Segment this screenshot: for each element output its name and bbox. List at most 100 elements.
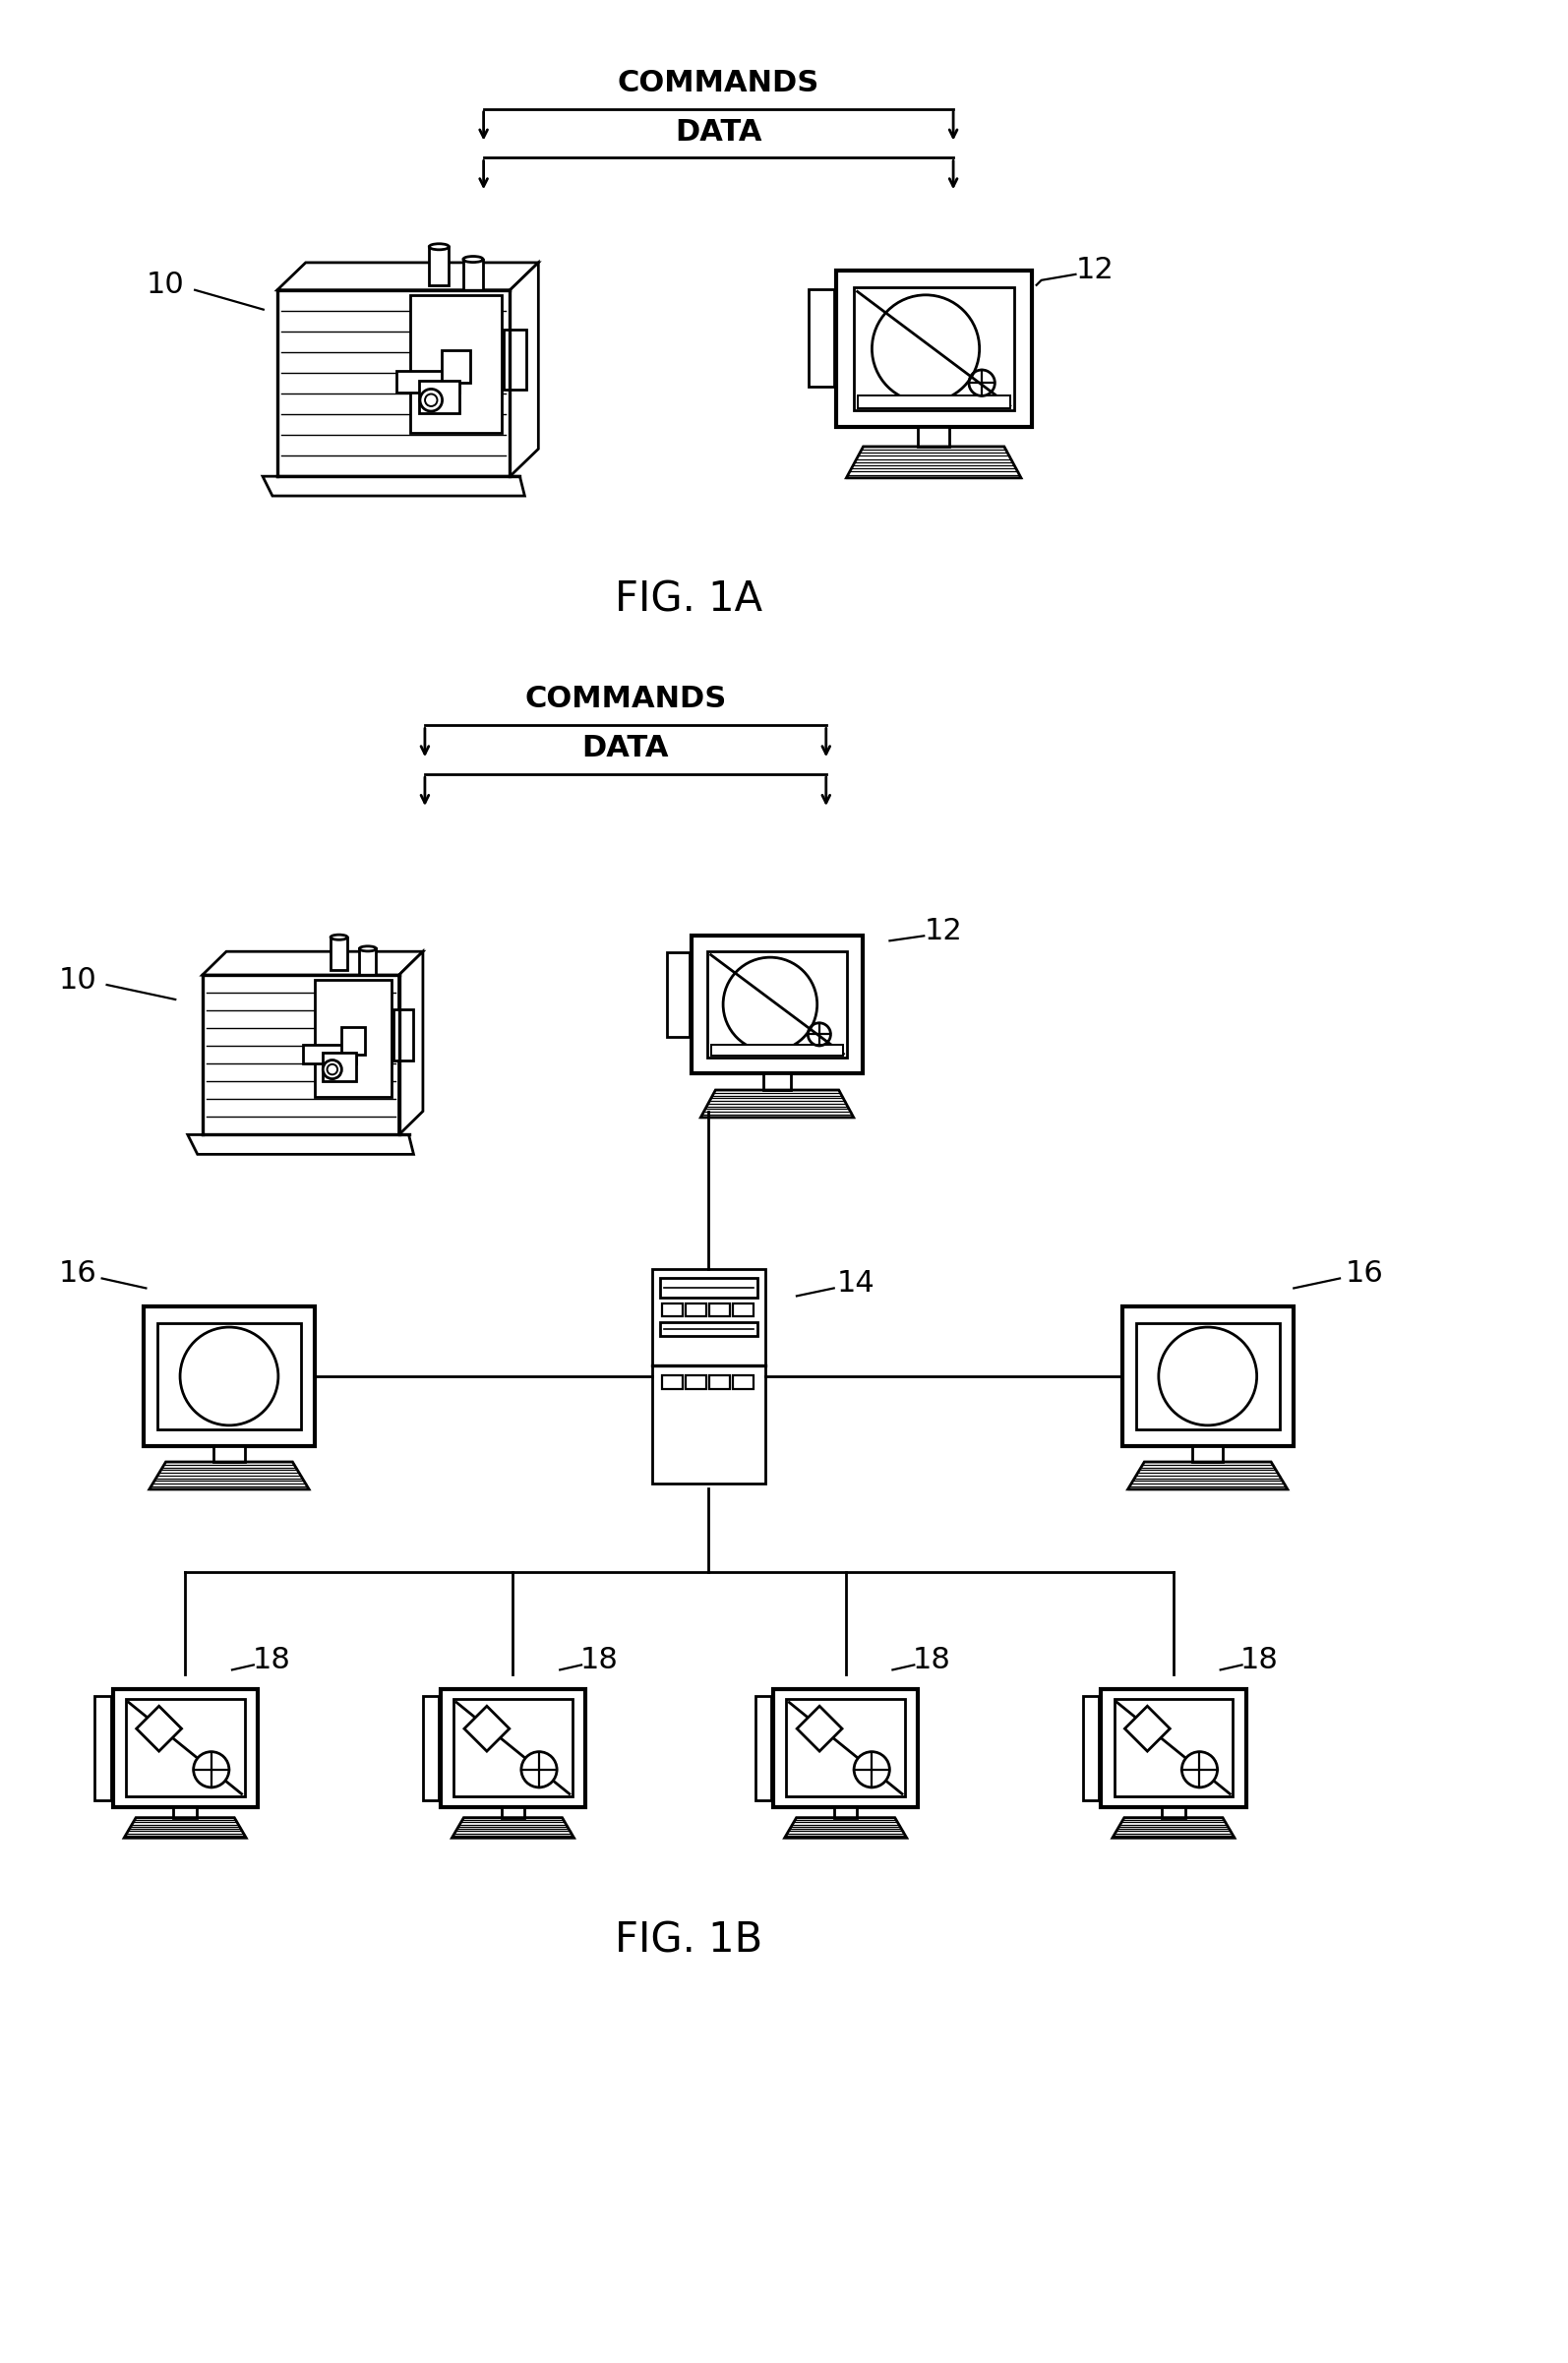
Bar bbox=[917, 428, 949, 447]
Text: 12: 12 bbox=[925, 917, 963, 945]
Bar bbox=[213, 1446, 245, 1463]
Polygon shape bbox=[136, 1706, 182, 1751]
Bar bbox=[662, 1375, 682, 1389]
Circle shape bbox=[1182, 1751, 1217, 1786]
Circle shape bbox=[420, 390, 442, 411]
Text: DATA: DATA bbox=[674, 118, 762, 147]
Circle shape bbox=[855, 1751, 889, 1786]
Bar bbox=[125, 1699, 245, 1796]
Bar bbox=[709, 1304, 731, 1316]
Bar bbox=[394, 1009, 412, 1061]
Bar bbox=[441, 1690, 585, 1808]
Polygon shape bbox=[398, 952, 423, 1134]
Text: COMMANDS: COMMANDS bbox=[525, 685, 726, 714]
Ellipse shape bbox=[430, 243, 448, 250]
Bar bbox=[764, 1073, 790, 1089]
Bar bbox=[331, 938, 348, 971]
Bar bbox=[691, 936, 862, 1073]
Text: DATA: DATA bbox=[582, 735, 670, 763]
Circle shape bbox=[180, 1328, 278, 1425]
Text: 16: 16 bbox=[1345, 1259, 1383, 1288]
Bar bbox=[502, 1808, 525, 1817]
Circle shape bbox=[193, 1751, 229, 1786]
Ellipse shape bbox=[331, 936, 348, 940]
Circle shape bbox=[521, 1751, 557, 1786]
Circle shape bbox=[425, 395, 437, 406]
Bar bbox=[94, 1697, 111, 1801]
Bar bbox=[853, 288, 1014, 409]
Bar bbox=[660, 1321, 757, 1335]
Bar bbox=[809, 288, 834, 385]
Polygon shape bbox=[188, 1134, 414, 1153]
Bar bbox=[652, 1366, 765, 1484]
Bar bbox=[1101, 1690, 1247, 1808]
Bar bbox=[442, 350, 470, 383]
Bar bbox=[773, 1690, 917, 1808]
Bar bbox=[834, 1808, 858, 1817]
Bar bbox=[685, 1304, 707, 1316]
Bar bbox=[303, 1044, 356, 1063]
Bar bbox=[315, 981, 392, 1096]
Text: 14: 14 bbox=[836, 1269, 875, 1297]
Bar bbox=[709, 1375, 731, 1389]
Bar bbox=[660, 1278, 757, 1297]
Bar bbox=[157, 1323, 301, 1430]
Polygon shape bbox=[797, 1706, 842, 1751]
Bar bbox=[144, 1307, 315, 1446]
Bar bbox=[359, 948, 376, 976]
Ellipse shape bbox=[463, 255, 483, 262]
Bar bbox=[732, 1375, 754, 1389]
Polygon shape bbox=[202, 952, 423, 976]
Text: COMMANDS: COMMANDS bbox=[618, 69, 820, 97]
Bar bbox=[397, 371, 459, 392]
Text: 16: 16 bbox=[58, 1259, 97, 1288]
Ellipse shape bbox=[359, 945, 376, 952]
Text: 10: 10 bbox=[58, 966, 97, 995]
Bar bbox=[323, 1052, 356, 1080]
Bar bbox=[503, 331, 527, 390]
Polygon shape bbox=[278, 291, 510, 477]
Text: 18: 18 bbox=[580, 1645, 618, 1675]
Text: 10: 10 bbox=[146, 272, 185, 300]
Bar bbox=[710, 1044, 844, 1056]
Bar bbox=[423, 1697, 439, 1801]
Text: 18: 18 bbox=[913, 1645, 950, 1675]
Bar bbox=[430, 246, 448, 286]
Polygon shape bbox=[464, 1706, 510, 1751]
Circle shape bbox=[1159, 1328, 1258, 1425]
Text: FIG. 1A: FIG. 1A bbox=[615, 579, 764, 619]
Text: 18: 18 bbox=[252, 1645, 290, 1675]
Polygon shape bbox=[202, 976, 398, 1134]
Bar bbox=[1192, 1446, 1223, 1463]
Bar bbox=[419, 380, 459, 414]
Bar bbox=[858, 395, 1010, 409]
Bar bbox=[662, 1304, 682, 1316]
Bar bbox=[113, 1690, 257, 1808]
Bar bbox=[411, 295, 502, 432]
Polygon shape bbox=[262, 477, 525, 496]
Bar bbox=[1115, 1699, 1232, 1796]
Circle shape bbox=[328, 1063, 337, 1075]
Bar bbox=[652, 1269, 765, 1366]
Text: 12: 12 bbox=[1076, 255, 1115, 284]
Bar bbox=[463, 260, 483, 291]
Bar bbox=[1135, 1323, 1279, 1430]
Bar bbox=[732, 1304, 754, 1316]
Bar bbox=[1123, 1307, 1294, 1446]
Bar bbox=[668, 952, 690, 1037]
Bar bbox=[685, 1375, 707, 1389]
Bar bbox=[174, 1808, 196, 1817]
Bar bbox=[1083, 1697, 1099, 1801]
Polygon shape bbox=[1124, 1706, 1170, 1751]
Circle shape bbox=[723, 957, 817, 1052]
Bar bbox=[342, 1026, 365, 1054]
Circle shape bbox=[872, 295, 980, 402]
Bar bbox=[836, 269, 1032, 428]
Bar bbox=[1162, 1808, 1185, 1817]
Circle shape bbox=[323, 1061, 342, 1080]
Text: 18: 18 bbox=[1240, 1645, 1278, 1675]
Polygon shape bbox=[510, 262, 538, 477]
Bar bbox=[786, 1699, 905, 1796]
Bar bbox=[756, 1697, 771, 1801]
Bar bbox=[453, 1699, 572, 1796]
